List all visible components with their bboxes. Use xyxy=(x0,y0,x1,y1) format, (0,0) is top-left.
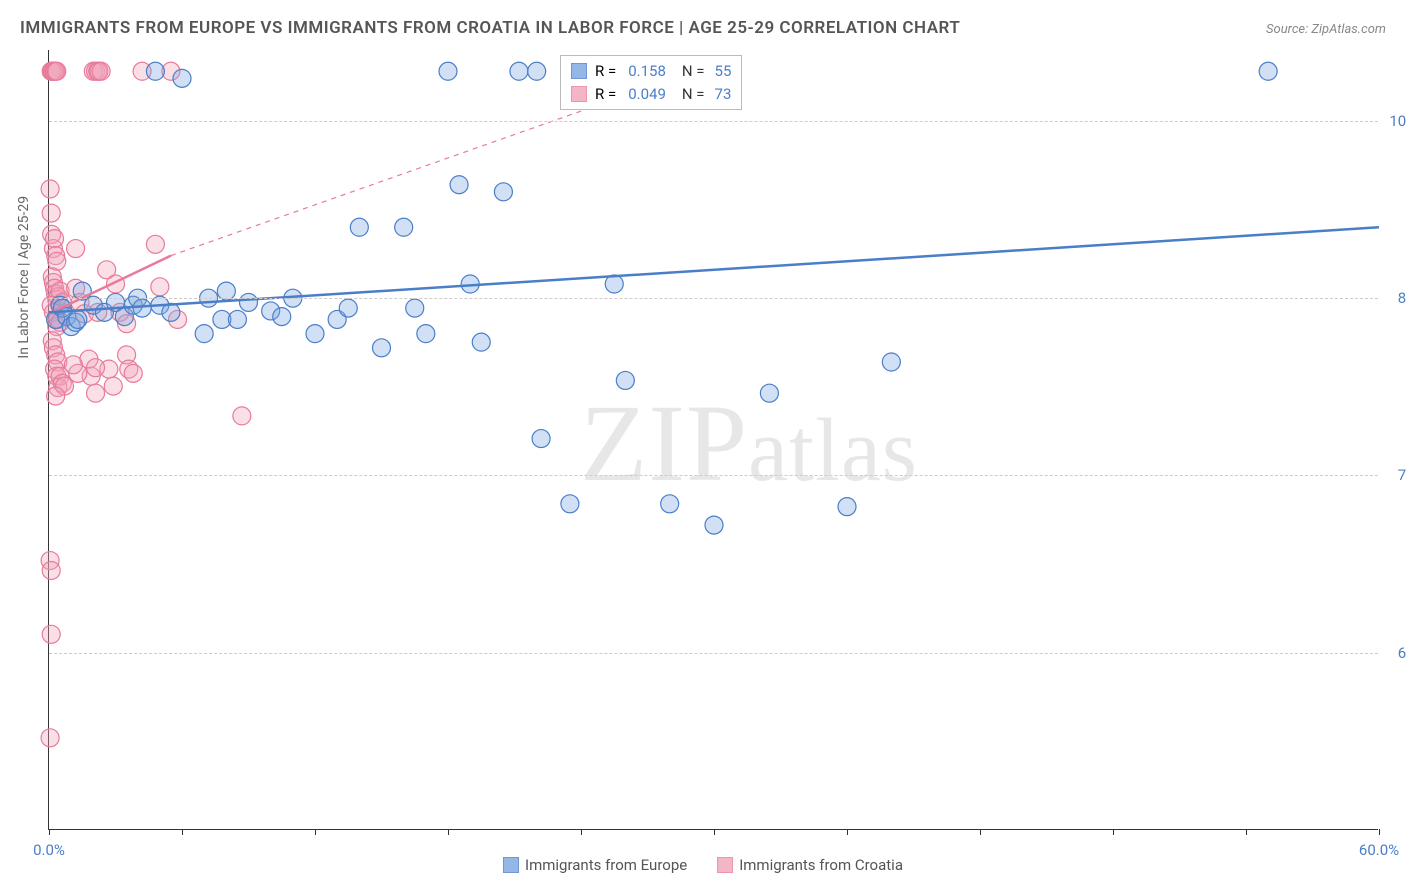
data-point xyxy=(92,62,110,80)
data-point xyxy=(67,240,85,258)
trend-line xyxy=(49,227,1379,312)
gridline-h xyxy=(49,298,1378,299)
data-point xyxy=(350,218,368,236)
data-point xyxy=(42,625,60,643)
data-point xyxy=(395,218,413,236)
data-point xyxy=(240,293,258,311)
correlation-legend: R = 0.158 N = 55 R = 0.049 N = 73 xyxy=(560,55,742,110)
data-point xyxy=(1259,62,1277,80)
scatter-svg xyxy=(49,50,1378,829)
data-point xyxy=(838,498,856,516)
ytick-label: 62.5% xyxy=(1383,644,1406,662)
data-point xyxy=(273,308,291,326)
ytick-label: 100.0% xyxy=(1383,112,1406,130)
data-point xyxy=(104,377,122,395)
xtick-mark xyxy=(581,829,582,835)
legend-row-croatia: R = 0.049 N = 73 xyxy=(571,83,731,106)
xtick-mark xyxy=(1113,829,1114,835)
data-point xyxy=(133,299,151,317)
data-point xyxy=(306,325,324,343)
legend-N-label: N = xyxy=(682,60,705,83)
y-axis-label: In Labor Force | Age 25-29 xyxy=(16,196,32,359)
data-point xyxy=(41,180,59,198)
gridline-h xyxy=(49,653,1378,654)
xtick-mark xyxy=(49,829,50,835)
data-point xyxy=(87,359,105,377)
data-point xyxy=(417,325,435,343)
ytick-label: 75.0% xyxy=(1383,466,1406,484)
data-point xyxy=(41,729,59,747)
bottom-legend-croatia: Immigrants from Croatia xyxy=(717,856,903,874)
legend-N-europe: 55 xyxy=(715,60,732,83)
gridline-h xyxy=(49,121,1378,122)
data-point xyxy=(42,204,60,222)
legend-R-label: R = xyxy=(595,83,616,106)
data-point xyxy=(64,356,82,374)
data-point xyxy=(42,561,60,579)
chart-title: IMMIGRANTS FROM EUROPE VS IMMIGRANTS FRO… xyxy=(20,18,960,38)
swatch-croatia-icon xyxy=(717,857,733,873)
data-point xyxy=(494,183,512,201)
data-point xyxy=(472,333,490,351)
bottom-legend: Immigrants from Europe Immigrants from C… xyxy=(503,856,903,874)
bottom-legend-croatia-label: Immigrants from Croatia xyxy=(739,856,903,874)
data-point xyxy=(561,495,579,513)
xtick-mark xyxy=(1379,829,1380,835)
data-point xyxy=(339,299,357,317)
data-point xyxy=(146,235,164,253)
xtick-label: 0.0% xyxy=(33,841,65,859)
data-point xyxy=(228,310,246,328)
data-point xyxy=(532,430,550,448)
xtick-mark xyxy=(315,829,316,835)
data-point xyxy=(760,384,778,402)
data-point xyxy=(46,230,64,248)
xtick-mark xyxy=(714,829,715,835)
xtick-mark xyxy=(980,829,981,835)
data-point xyxy=(510,62,528,80)
data-point xyxy=(173,69,191,87)
data-point xyxy=(69,310,87,328)
swatch-europe xyxy=(571,63,587,79)
data-point xyxy=(151,278,169,296)
legend-N-label: N = xyxy=(682,83,705,106)
swatch-croatia xyxy=(571,86,587,102)
data-point xyxy=(146,62,164,80)
bottom-legend-europe: Immigrants from Europe xyxy=(503,856,687,874)
data-point xyxy=(87,384,105,402)
legend-R-europe: 0.158 xyxy=(628,60,666,83)
xtick-mark xyxy=(182,829,183,835)
plot-area: 62.5%75.0%87.5%100.0%0.0%60.0% xyxy=(48,50,1378,830)
gridline-h xyxy=(49,475,1378,476)
data-point xyxy=(882,353,900,371)
data-point xyxy=(661,495,679,513)
xtick-mark xyxy=(847,829,848,835)
legend-N-croatia: 73 xyxy=(715,83,732,106)
data-point xyxy=(450,176,468,194)
data-point xyxy=(373,339,391,357)
xtick-mark xyxy=(1246,829,1247,835)
data-point xyxy=(528,62,546,80)
data-point xyxy=(47,387,65,405)
data-point xyxy=(439,62,457,80)
ytick-label: 87.5% xyxy=(1383,289,1406,307)
data-point xyxy=(124,364,142,382)
legend-R-label: R = xyxy=(595,60,616,83)
data-point xyxy=(616,371,634,389)
bottom-legend-europe-label: Immigrants from Europe xyxy=(525,856,687,874)
data-point xyxy=(705,516,723,534)
legend-row-europe: R = 0.158 N = 55 xyxy=(571,60,731,83)
legend-R-croatia: 0.049 xyxy=(628,83,666,106)
xtick-label: 60.0% xyxy=(1359,841,1399,859)
source-attribution: Source: ZipAtlas.com xyxy=(1266,22,1386,37)
data-point xyxy=(195,325,213,343)
data-point xyxy=(406,299,424,317)
data-point xyxy=(233,407,251,425)
swatch-europe-icon xyxy=(503,857,519,873)
data-point xyxy=(48,62,66,80)
xtick-mark xyxy=(448,829,449,835)
